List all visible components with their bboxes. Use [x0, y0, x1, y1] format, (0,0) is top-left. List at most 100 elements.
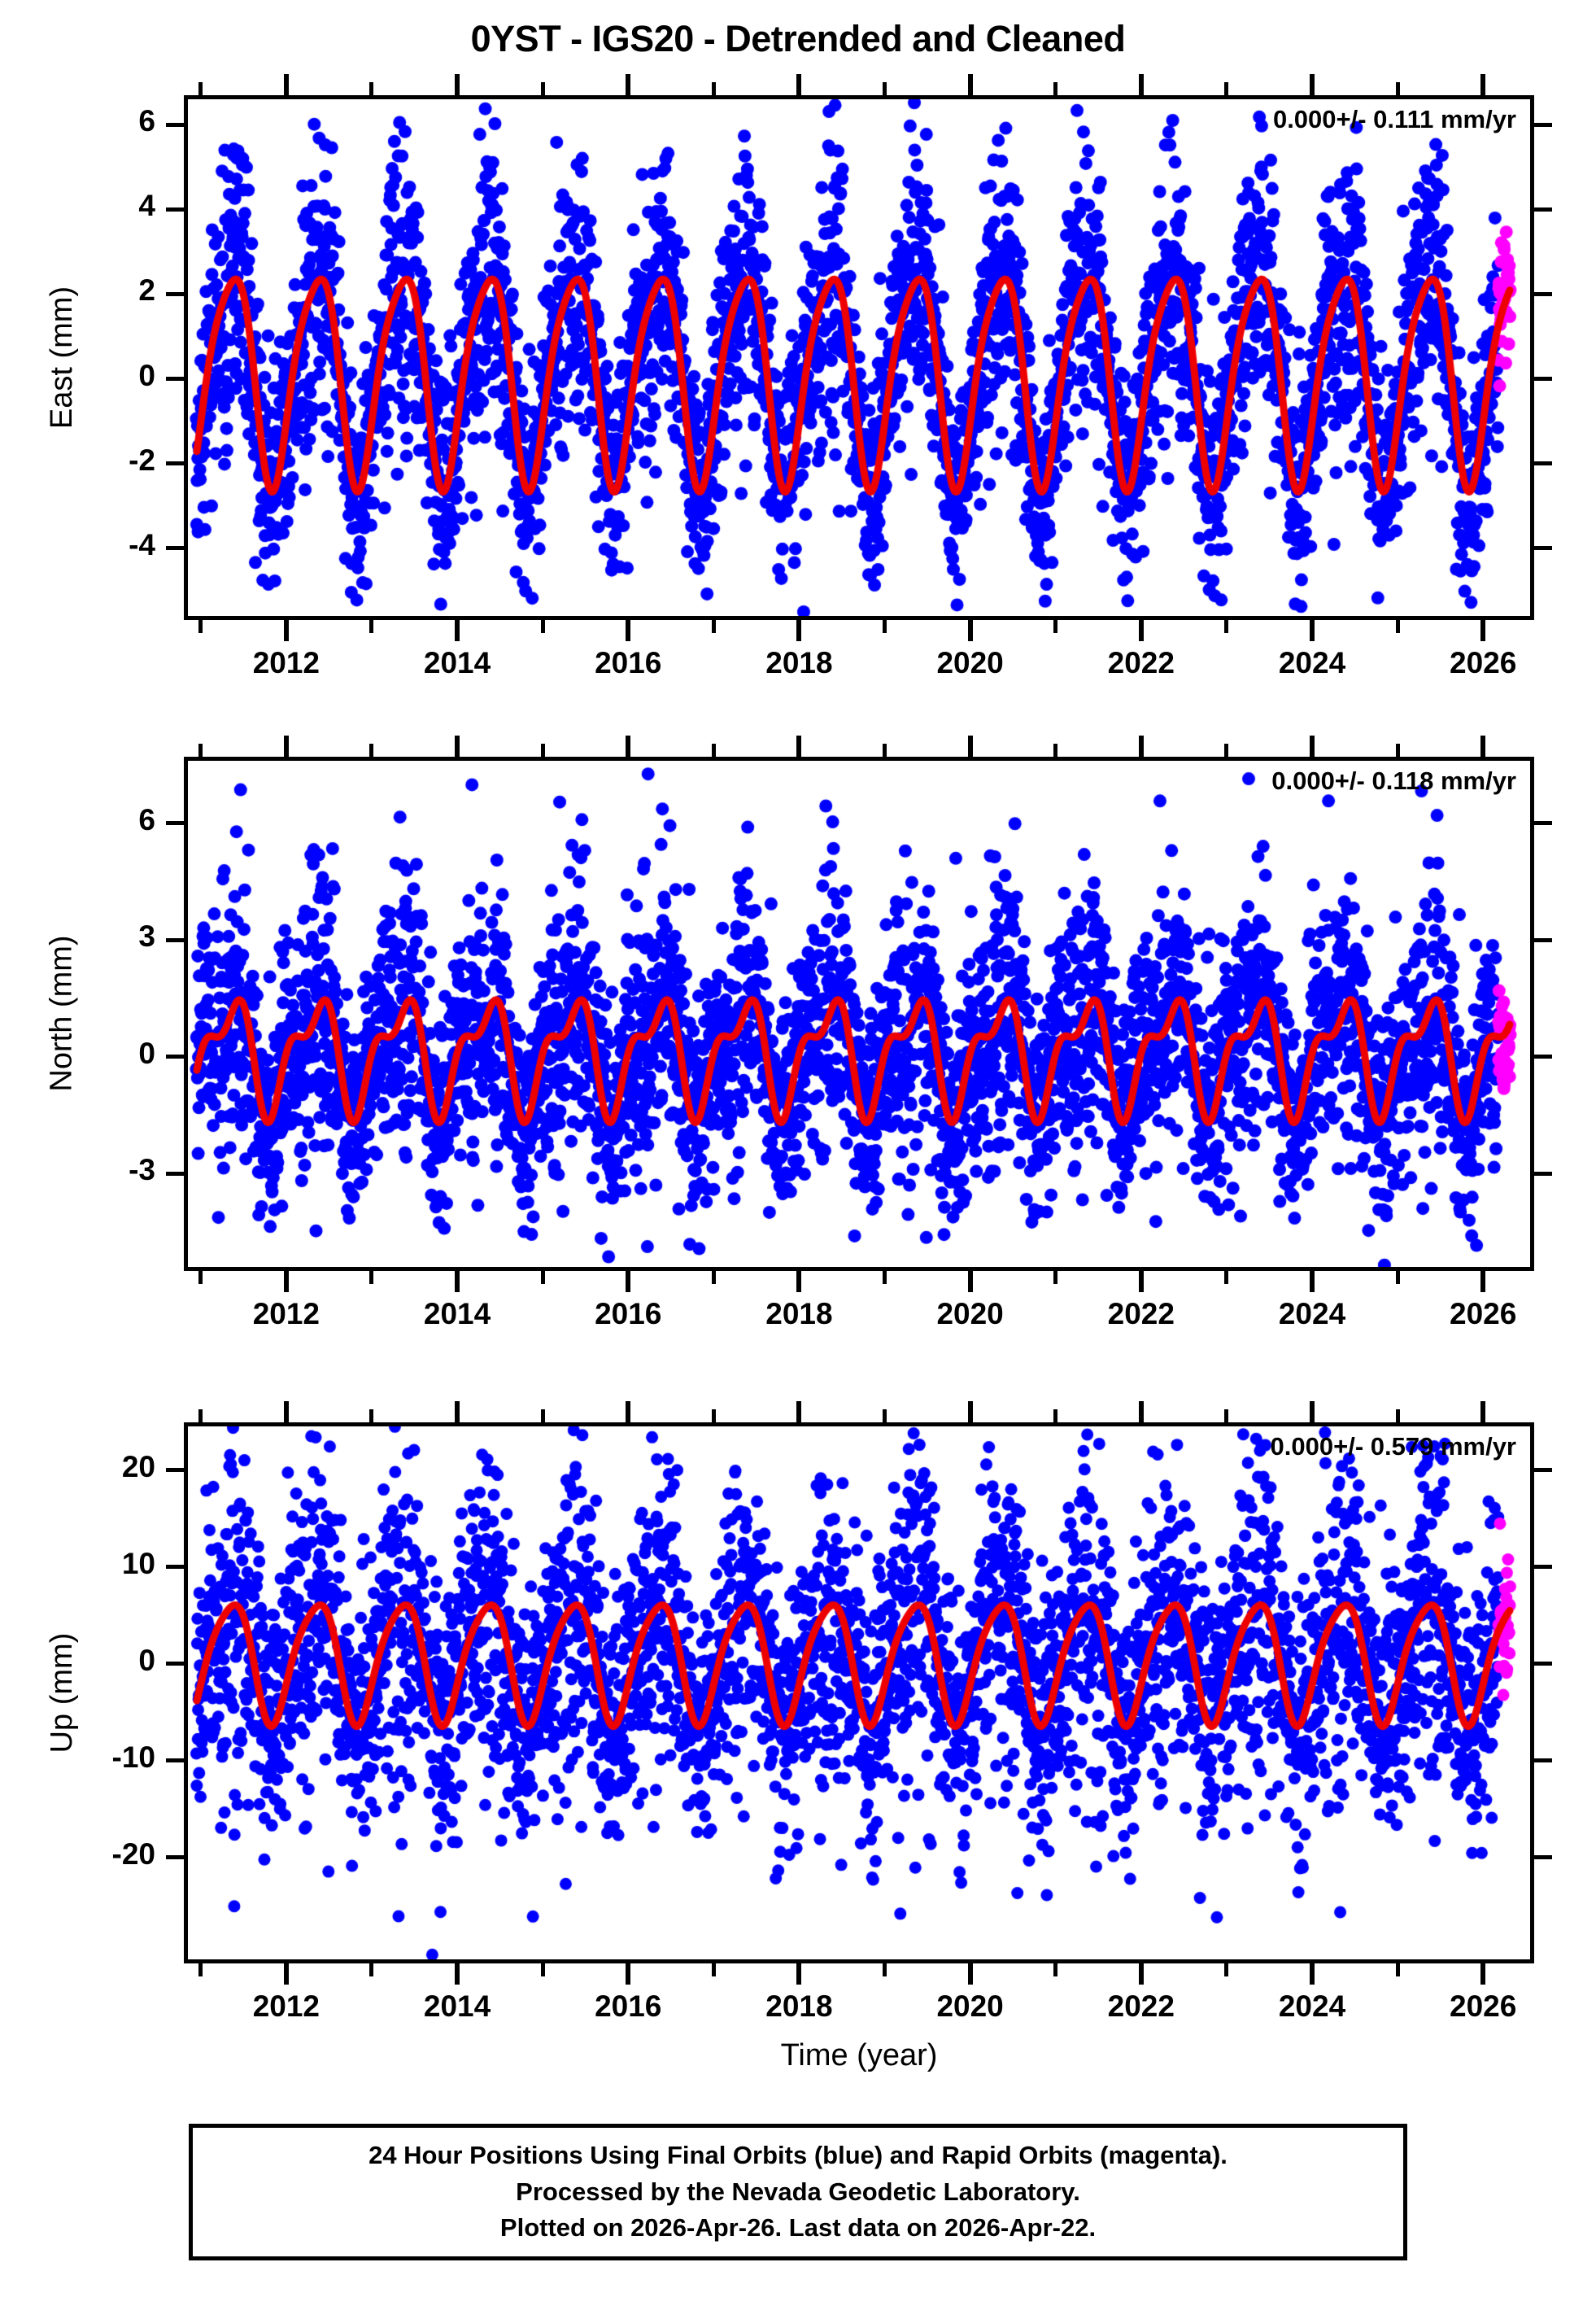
- ytick-right-up-1: [1534, 1565, 1552, 1570]
- xtick-bottom-up-2017: [711, 1963, 716, 1976]
- xtick-bottom-east-2023: [1224, 620, 1229, 633]
- ytick-right-up-3: [1534, 1758, 1552, 1763]
- xtick-top-up-2025: [1395, 1409, 1400, 1422]
- xtick-bottom-up-2025: [1395, 1963, 1400, 1976]
- ytick-north-2: [166, 1055, 184, 1059]
- xtick-bottom-up-2019: [883, 1963, 887, 1976]
- xtick-bottom-east-2021: [1053, 620, 1058, 633]
- xtick-label-east-2020: 2020: [936, 646, 1004, 679]
- scatter-canvas-up: [188, 1426, 1530, 1959]
- xtick-top-up-2022: [1138, 1401, 1144, 1422]
- xtick-label-up-2016: 2016: [595, 1989, 662, 2023]
- xtick-bottom-north-2013: [369, 1271, 374, 1284]
- xtick-top-north-2022: [1138, 736, 1144, 757]
- xtick-top-north-2017: [711, 744, 716, 757]
- xtick-bottom-up-2013: [369, 1963, 374, 1976]
- ytick-label-east-4: -2: [129, 443, 155, 477]
- xtick-top-north-2020: [967, 736, 973, 757]
- ytick-right-north-1: [1534, 937, 1552, 942]
- rate-annotation-up: 0.000+/- 0.579 mm/yr: [1270, 1432, 1516, 1461]
- ytick-right-east-3: [1534, 377, 1552, 382]
- ytick-right-east-2: [1534, 291, 1552, 296]
- xtick-top-north-2013: [369, 744, 374, 757]
- ytick-right-north-3: [1534, 1171, 1552, 1176]
- xtick-top-east-2014: [455, 74, 460, 95]
- xtick-bottom-east-2026: [1480, 620, 1486, 641]
- xtick-label-up-2018: 2018: [765, 1989, 833, 2023]
- xtick-top-east-2022: [1138, 74, 1144, 95]
- xtick-bottom-north-2017: [711, 1271, 716, 1284]
- xtick-label-up-2014: 2014: [423, 1989, 491, 2023]
- xtick-label-east-2014: 2014: [423, 646, 491, 679]
- ytick-label-east-3: 0: [138, 358, 155, 392]
- ytick-label-north-3: -3: [129, 1153, 155, 1187]
- xtick-top-up-2016: [626, 1401, 631, 1422]
- xtick-label-east-2024: 2024: [1278, 646, 1346, 679]
- xtick-label-north-2016: 2016: [595, 1297, 662, 1330]
- xtick-bottom-north-2023: [1224, 1271, 1229, 1284]
- ytick-east-5: [166, 546, 184, 551]
- xtick-label-up-2022: 2022: [1107, 1989, 1175, 2023]
- plot-area-east: [184, 95, 1534, 620]
- xtick-label-north-2026: 2026: [1450, 1297, 1517, 1330]
- xlabel: Time (year): [780, 2038, 938, 2072]
- caption-line-2: Processed by the Nevada Geodetic Laborat…: [516, 2177, 1080, 2206]
- ytick-up-0: [166, 1468, 184, 1473]
- scatter-canvas-north: [188, 761, 1530, 1267]
- ytick-east-4: [166, 461, 184, 466]
- xtick-bottom-east-2024: [1310, 620, 1315, 641]
- ytick-label-east-1: 4: [138, 189, 155, 223]
- xtick-bottom-north-2025: [1395, 1271, 1400, 1284]
- ytick-up-1: [166, 1565, 184, 1570]
- xtick-top-north-2018: [796, 736, 802, 757]
- rate-annotation-east: 0.000+/- 0.111 mm/yr: [1272, 105, 1516, 133]
- xtick-bottom-up-2022: [1138, 1963, 1144, 1985]
- ytick-label-up-3: -10: [111, 1740, 155, 1774]
- xtick-top-up-2017: [711, 1409, 716, 1422]
- xtick-bottom-up-2016: [626, 1963, 631, 1985]
- xtick-top-east-2016: [626, 74, 631, 95]
- xtick-bottom-north-2020: [967, 1271, 973, 1292]
- xtick-bottom-north-2021: [1053, 1271, 1058, 1284]
- ytick-up-3: [166, 1758, 184, 1763]
- ytick-label-up-0: 20: [121, 1449, 155, 1483]
- caption-line-1: 24 Hour Positions Using Final Orbits (bl…: [368, 2140, 1228, 2169]
- ytick-label-north-0: 6: [138, 802, 155, 836]
- ytick-right-east-5: [1534, 546, 1552, 551]
- xtick-top-north-2016: [626, 736, 631, 757]
- xtick-bottom-north-2024: [1310, 1271, 1315, 1292]
- xtick-label-north-2012: 2012: [252, 1297, 321, 1330]
- xtick-top-up-2023: [1224, 1409, 1229, 1422]
- xtick-top-up-2014: [455, 1401, 460, 1422]
- ylabel-up: Up (mm): [44, 1632, 79, 1753]
- xtick-bottom-east-2016: [626, 620, 631, 641]
- ytick-right-north-2: [1534, 1055, 1552, 1059]
- ytick-north-3: [166, 1171, 184, 1176]
- xtick-top-north-2024: [1310, 736, 1315, 757]
- xtick-bottom-north-2026: [1480, 1271, 1486, 1292]
- ytick-label-north-1: 3: [138, 919, 155, 954]
- xtick-top-east-2019: [883, 82, 887, 95]
- xtick-top-east-2023: [1224, 82, 1229, 95]
- xtick-bottom-up-2018: [796, 1963, 802, 1985]
- xtick-bottom-east-2019: [883, 620, 887, 633]
- xtick-label-east-2018: 2018: [765, 646, 833, 679]
- xtick-top-east-2024: [1310, 74, 1315, 95]
- xtick-top-east-2025: [1395, 82, 1400, 95]
- xtick-top-east-2020: [967, 74, 973, 95]
- ytick-label-up-2: 0: [138, 1643, 155, 1677]
- xtick-top-north-2011: [198, 744, 203, 757]
- ytick-label-up-1: 10: [121, 1546, 155, 1580]
- ytick-east-0: [166, 122, 184, 127]
- xtick-top-east-2015: [540, 82, 545, 95]
- xtick-label-up-2024: 2024: [1278, 1989, 1346, 2023]
- caption-box: 24 Hour Positions Using Final Orbits (bl…: [189, 2124, 1407, 2260]
- xtick-label-east-2012: 2012: [252, 646, 321, 679]
- ytick-label-east-0: 6: [138, 104, 155, 138]
- xtick-bottom-up-2024: [1310, 1963, 1315, 1985]
- xtick-label-north-2020: 2020: [936, 1297, 1004, 1330]
- ylabel-north: North (mm): [44, 935, 79, 1092]
- rate-annotation-north: 0.000+/- 0.118 mm/yr: [1271, 766, 1516, 795]
- ytick-east-3: [166, 377, 184, 382]
